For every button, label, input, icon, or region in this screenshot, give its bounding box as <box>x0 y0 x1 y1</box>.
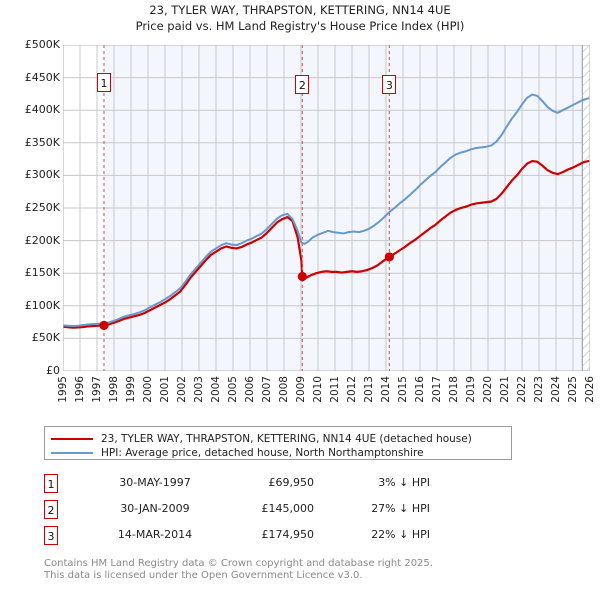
transaction-date: 30-JAN-2009 <box>120 502 190 515</box>
legend-item: 23, TYLER WAY, THRAPSTON, KETTERING, NN1… <box>51 432 505 445</box>
chart-svg <box>63 45 590 371</box>
transaction-date: 30-MAY-1997 <box>119 476 191 489</box>
x-axis-tick-label: 2011 <box>329 376 341 403</box>
x-axis-tick-label: 2021 <box>499 376 511 403</box>
x-axis-tick-label: 2002 <box>176 376 188 403</box>
x-axis-tick-label: 1995 <box>57 376 69 403</box>
chart-legend: 23, TYLER WAY, THRAPSTON, KETTERING, NN1… <box>44 426 512 460</box>
y-axis-tick-label: £400K <box>24 103 60 117</box>
transaction-price: £69,950 <box>268 476 315 489</box>
x-axis-tick-label: 2004 <box>210 376 222 403</box>
chart-event-flag-2[interactable]: 2 <box>295 75 310 94</box>
transaction-price: £145,000 <box>261 502 315 515</box>
y-axis-tick-label: £450K <box>24 70 60 84</box>
price-chart-plot-area <box>63 45 590 371</box>
x-axis-tick-label: 2003 <box>193 376 205 403</box>
transaction-hpi-delta: 22% ↓ HPI <box>371 528 430 541</box>
x-axis-tick-label: 2025 <box>567 376 579 403</box>
legend-swatch-line <box>51 451 93 454</box>
page-title: 23, TYLER WAY, THRAPSTON, KETTERING, NN1… <box>149 3 451 17</box>
footer-line-2: This data is licensed under the Open Gov… <box>44 570 363 581</box>
x-axis-tick-label: 2001 <box>159 376 171 403</box>
transaction-index-badge[interactable]: 2 <box>44 500 58 519</box>
footer-line-1: Contains HM Land Registry data © Crown c… <box>44 558 433 569</box>
footer-attribution: Contains HM Land Registry data © Crown c… <box>44 558 564 582</box>
x-axis-tick-label: 2018 <box>448 376 460 403</box>
transactions-table: 1 30-MAY-1997 £69,950 3% ↓ HPI 2 30-JAN-2009 £… <box>44 472 464 550</box>
y-axis-tick-label: £350K <box>24 135 60 149</box>
chart-title-block: 23, TYLER WAY, THRAPSTON, KETTERING, NN1… <box>0 2 600 34</box>
legend-item-label: HPI: Average price, detached house, Nort… <box>101 446 424 459</box>
y-axis-tick-label: £300K <box>24 168 60 182</box>
x-axis-tick-label: 2010 <box>312 376 324 403</box>
page-subtitle: Price paid vs. HM Land Registry's House … <box>135 19 465 33</box>
table-row: 1 30-MAY-1997 £69,950 3% ↓ HPI <box>44 472 464 498</box>
table-row: 2 30-JAN-2009 £145,000 27% ↓ HPI <box>44 498 464 524</box>
x-axis-tick-label: 2023 <box>533 376 545 403</box>
x-axis-tick-label: 2020 <box>482 376 494 403</box>
x-axis-tick-label: 2009 <box>295 376 307 403</box>
y-axis-tick-label: £100K <box>24 298 60 312</box>
x-axis: 1995 1996 1997 1998 1999 2000 2001 2002 2003 2004… <box>0 374 600 420</box>
transaction-hpi-delta: 27% ↓ HPI <box>371 502 430 515</box>
y-axis-tick-label: £500K <box>24 38 60 51</box>
x-axis-tick-label: 2026 <box>584 376 596 403</box>
legend-item: HPI: Average price, detached house, Nort… <box>51 446 505 459</box>
transaction-index-badge[interactable]: 3 <box>44 526 58 545</box>
x-axis-tick-label: 2019 <box>465 376 477 403</box>
x-axis-tick-label: 2016 <box>414 376 426 403</box>
legend-swatch-line <box>51 437 93 440</box>
y-axis-tick-label: £50K <box>31 331 60 345</box>
chart-event-flag-3[interactable]: 3 <box>382 75 397 94</box>
y-axis-tick-label: £200K <box>24 233 60 247</box>
transaction-price: £174,950 <box>261 528 315 541</box>
x-axis-tick-label: 2006 <box>244 376 256 403</box>
y-axis-tick-label: £250K <box>24 201 60 214</box>
x-axis-tick-label: 2000 <box>142 376 154 403</box>
x-axis-tick-label: 1999 <box>125 376 137 403</box>
x-axis-tick-label: 1998 <box>108 376 120 403</box>
x-axis-tick-label: 2008 <box>278 376 290 403</box>
y-axis: £0 £50K £100K £150K £200K £250K £300K £350K £400… <box>0 38 60 377</box>
transaction-hpi-delta: 3% ↓ HPI <box>378 476 430 489</box>
chart-event-flag-1[interactable]: 1 <box>96 73 111 92</box>
x-axis-tick-label: 2014 <box>380 376 392 403</box>
x-axis-tick-label: 2012 <box>346 376 358 403</box>
transaction-date: 14-MAR-2014 <box>117 528 193 541</box>
x-axis-tick-label: 1996 <box>74 376 86 403</box>
x-axis-tick-label: 2024 <box>550 376 562 403</box>
x-axis-tick-label: 2022 <box>516 376 528 403</box>
x-axis-tick-label: 2007 <box>261 376 273 403</box>
y-axis-tick-label: £150K <box>24 266 60 280</box>
x-axis-tick-label: 2017 <box>431 376 443 403</box>
y-axis-tick-label: £0 <box>46 364 60 377</box>
x-axis-tick-label: 2013 <box>363 376 375 403</box>
legend-item-label: 23, TYLER WAY, THRAPSTON, KETTERING, NN1… <box>101 432 472 445</box>
x-axis-tick-label: 2005 <box>227 376 239 403</box>
transaction-index-badge[interactable]: 1 <box>44 474 58 493</box>
x-axis-tick-label: 1997 <box>91 376 103 403</box>
table-row: 3 14-MAR-2014 £174,950 22% ↓ HPI <box>44 524 464 550</box>
x-axis-tick-label: 2015 <box>397 376 409 403</box>
